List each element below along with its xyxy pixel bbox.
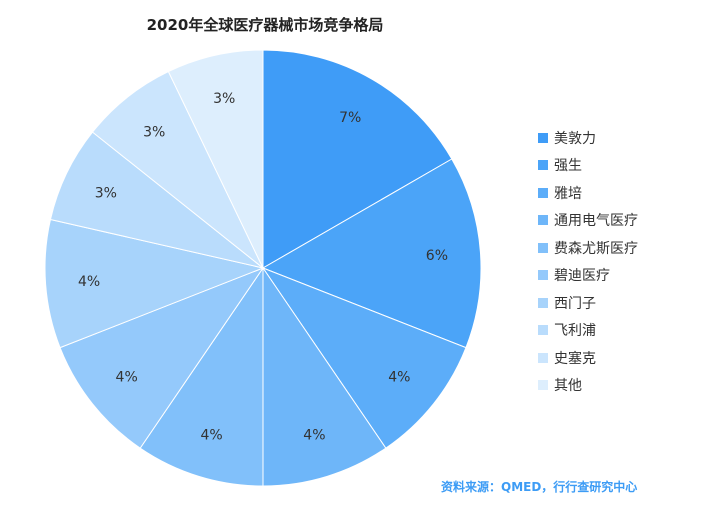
legend: 美敦力强生雅培通用电气医疗 费森尤斯医疗 碧迪医疗西门子飞利浦史塞克其他 <box>538 124 638 399</box>
legend-label: 美敦力 <box>554 130 596 147</box>
slice-label-9: 3% <box>213 91 235 107</box>
pie-slice-2 <box>261 266 467 449</box>
legend-item: 通用电气医疗 <box>538 207 638 235</box>
legend-swatch <box>538 297 548 308</box>
legend-swatch <box>538 160 548 171</box>
legend-item: 强生 <box>538 152 638 180</box>
slice-label-6: 4% <box>78 274 100 290</box>
legend-swatch <box>538 325 548 336</box>
slice-label-2: 4% <box>388 370 410 386</box>
pie-slice-3 <box>262 266 387 487</box>
slice-label-0: 7% <box>339 110 361 126</box>
pie-slice-4 <box>139 266 264 487</box>
legend-label: 雅培 <box>554 185 582 202</box>
legend-swatch <box>538 132 548 143</box>
pie-slice-6 <box>44 218 265 349</box>
slice-label-3: 4% <box>303 428 325 444</box>
slice-label-5: 4% <box>116 370 138 386</box>
pie-slice-0 <box>262 49 453 269</box>
legend-item: 史塞克 <box>538 344 638 372</box>
legend-swatch <box>538 270 548 281</box>
legend-swatch <box>538 242 548 253</box>
legend-label: 碧迪医疗 <box>554 268 610 285</box>
pie-slice-1 <box>261 158 482 349</box>
slice-label-8: 3% <box>143 125 165 141</box>
legend-label: 其他 <box>554 378 582 395</box>
legend-label: 西门子 <box>554 295 596 312</box>
chart-title: 2020年全球医疗器械市场竞争格局 <box>146 16 384 34</box>
legend-swatch <box>538 215 548 226</box>
pie-slice-9 <box>167 49 264 269</box>
legend-item: 雅培 <box>538 179 638 207</box>
pie-slice-5 <box>59 266 265 449</box>
legend-label: 飞利浦 <box>554 323 596 340</box>
legend-item: 飞利浦 <box>538 317 638 345</box>
legend-item: 美敦力 <box>538 124 638 152</box>
legend-item: 西门子 <box>538 289 638 317</box>
slice-label-4: 4% <box>200 428 222 444</box>
source-note: 资料来源：QMED，行行查研究中心 <box>441 480 638 494</box>
slice-label-7: 3% <box>95 185 117 201</box>
legend-item: 碧迪医疗 <box>538 262 638 290</box>
legend-label: 史塞克 <box>554 350 596 367</box>
legend-label: 通用电气医疗 <box>554 213 638 230</box>
legend-label: 强生 <box>554 158 582 175</box>
legend-swatch <box>538 380 548 391</box>
legend-item: 费森尤斯医疗 <box>538 234 638 262</box>
legend-item: 其他 <box>538 372 638 400</box>
slice-label-1: 6% <box>426 248 448 264</box>
pie-chart: 7% 6% 4% 4% 4% 4% 4% 3% 3% 3% <box>44 49 482 487</box>
legend-label: 费森尤斯医疗 <box>554 240 638 257</box>
legend-swatch <box>538 352 548 363</box>
legend-swatch <box>538 187 548 198</box>
